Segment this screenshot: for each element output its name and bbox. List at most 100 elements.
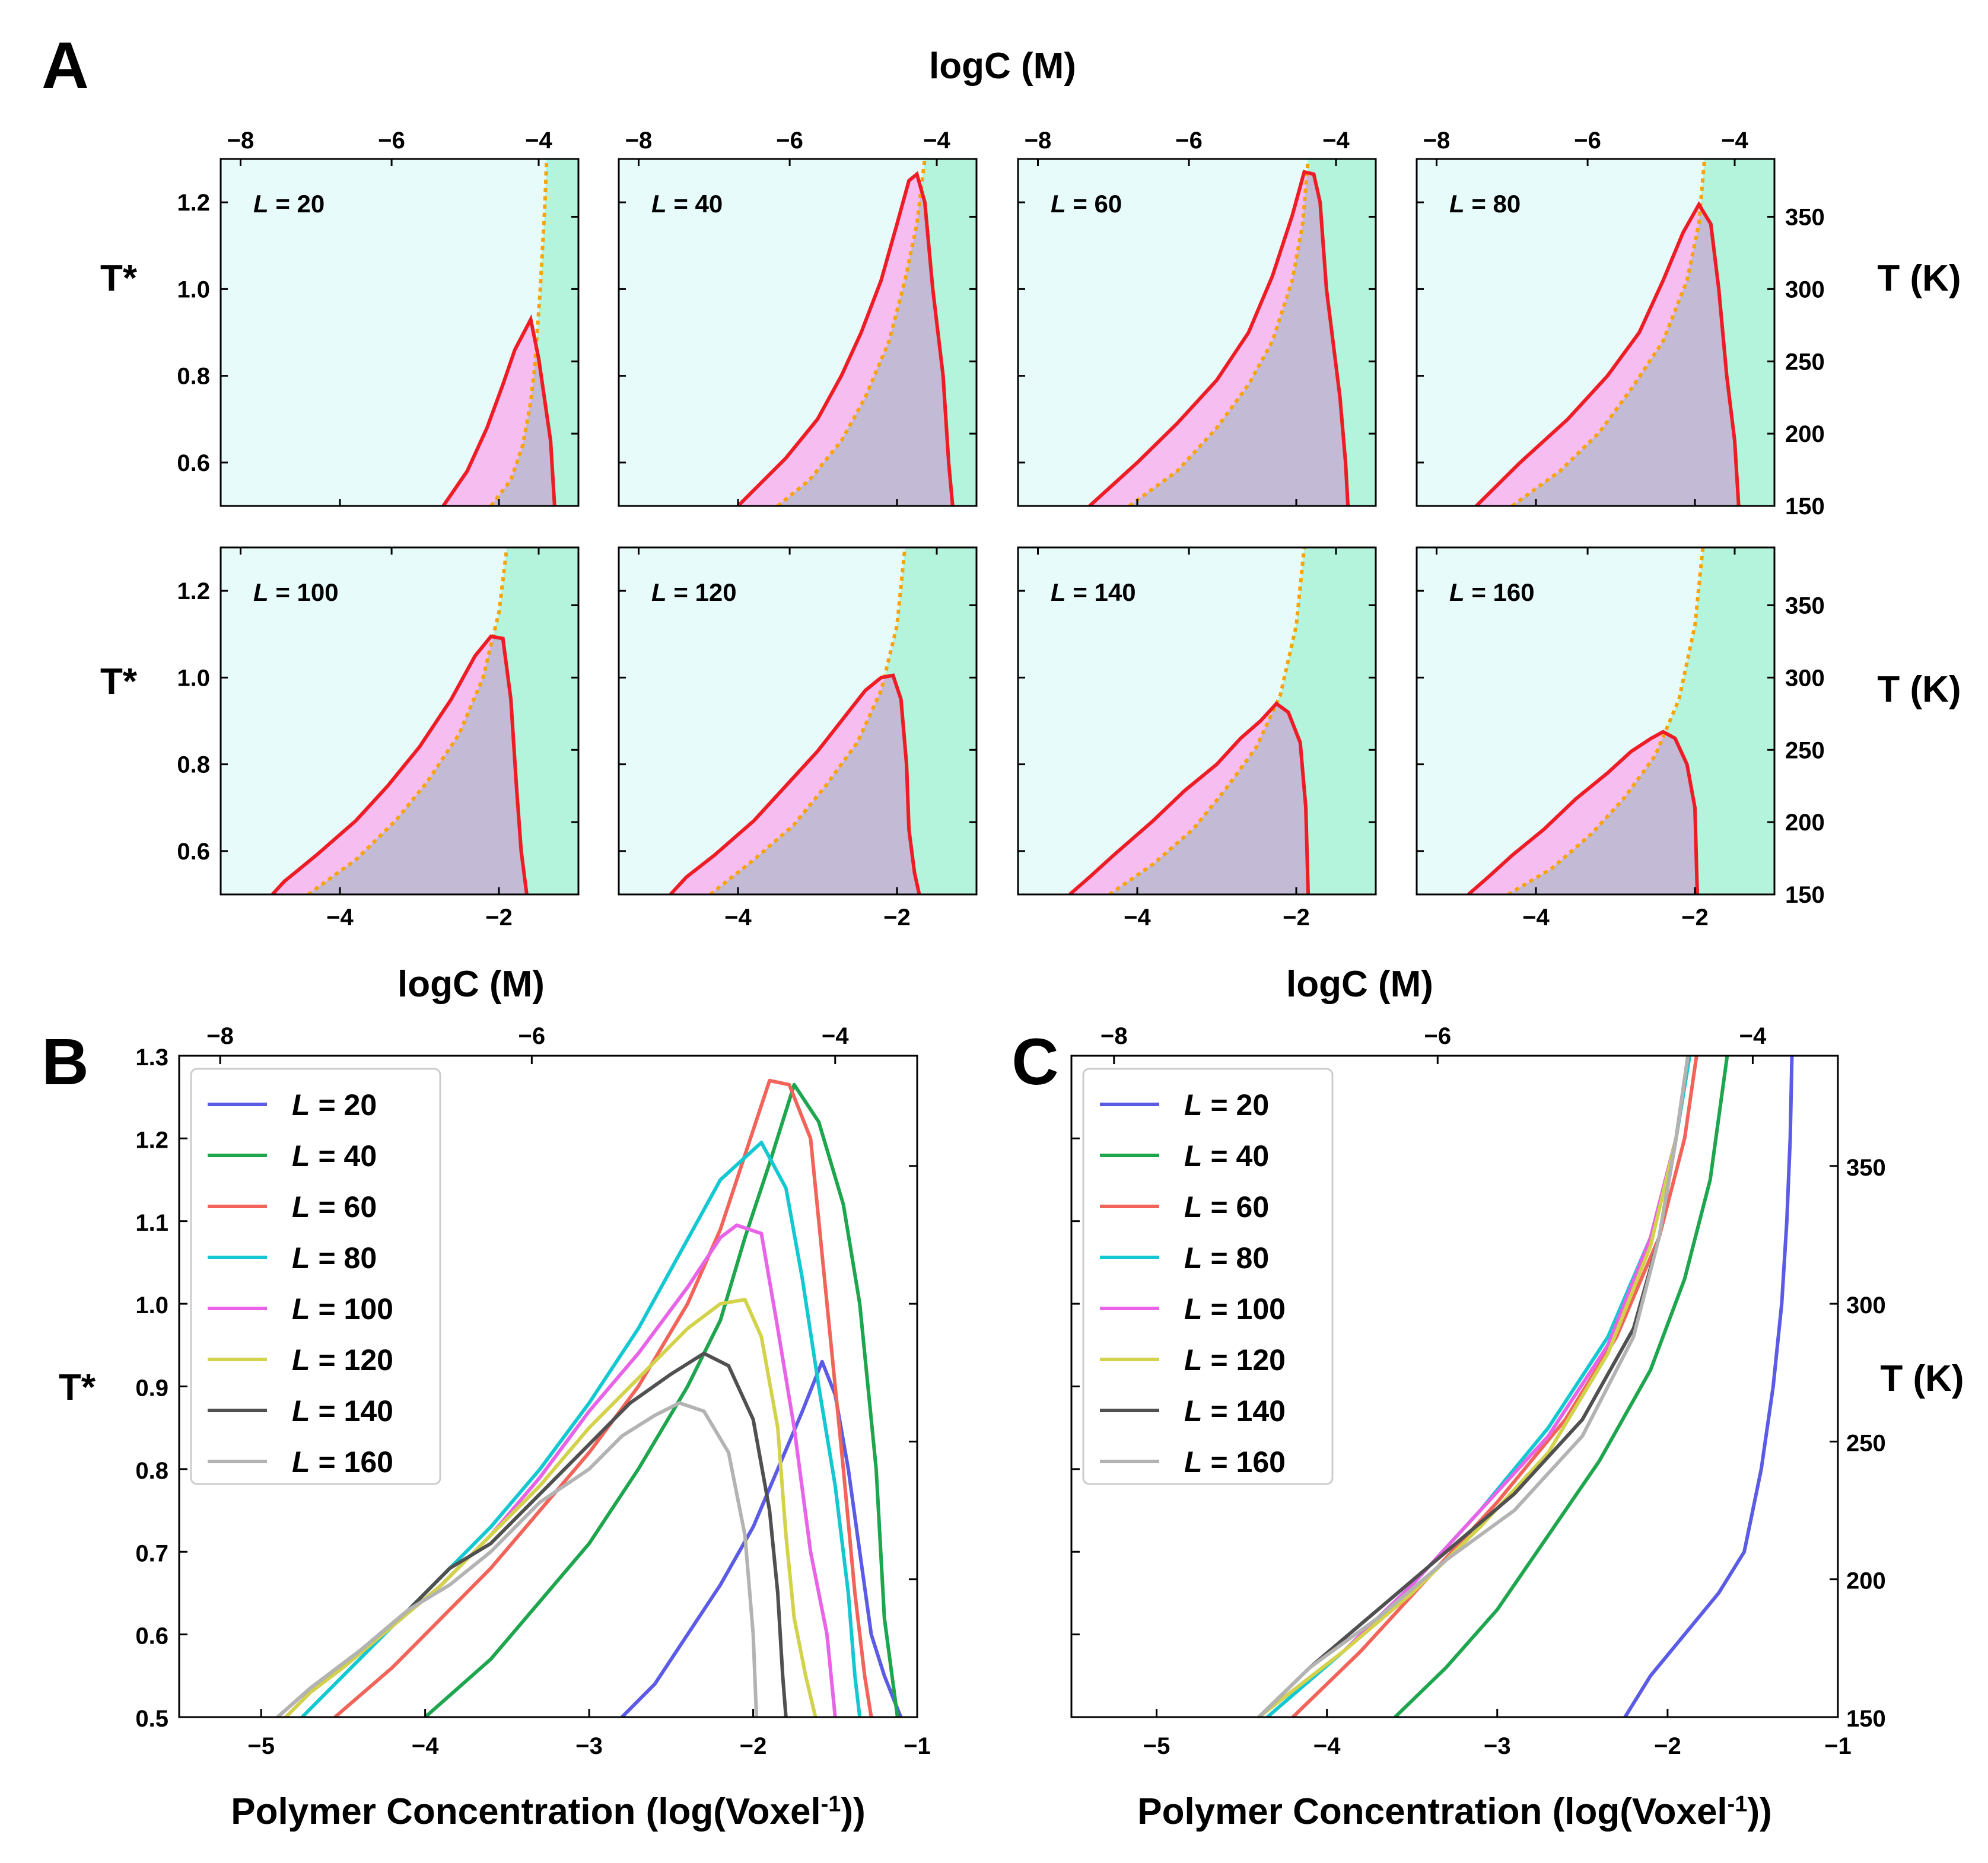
- xtick-label: −2: [740, 1733, 767, 1759]
- legend-entry: L = 120: [1184, 1343, 1286, 1377]
- ytick-label: 1.0: [177, 665, 210, 691]
- series-line-l60: [1292, 1056, 1698, 1717]
- ytick-right-label: 250: [1846, 1430, 1886, 1456]
- ytick-right-label: 150: [1785, 493, 1825, 520]
- panel-c-top-axis-label: logC (M): [1286, 964, 1433, 1005]
- series-line-l40: [1394, 1056, 1729, 1717]
- xtick-bottom-label: −2: [1283, 905, 1310, 931]
- ytick-right-label: 150: [1785, 882, 1825, 908]
- panel-a-subplot-label: L = 120: [651, 578, 737, 606]
- binodal-line: [1088, 170, 1350, 506]
- xtick-top-label: −4: [1322, 128, 1350, 154]
- series-line-l160: [1257, 1056, 1690, 1717]
- xtick-label: −3: [575, 1733, 603, 1759]
- panel-a-plot-area: [619, 547, 976, 894]
- panel-a-ylabel-row1: T*: [100, 258, 138, 299]
- panel-a-plot-area: [221, 159, 578, 506]
- panel-a-subplot-L40: L = 40 −8 −6 −4: [618, 128, 978, 507]
- legend-entry: L = 100: [1184, 1292, 1286, 1326]
- binodal-line: [1475, 200, 1741, 506]
- panel-a-frame: [1416, 546, 1776, 896]
- xtick-top-label: −8: [1423, 128, 1451, 154]
- panel-a-frame: [618, 546, 978, 896]
- series-line-l60: [333, 1078, 873, 1717]
- ytick-right-label: 150: [1846, 1706, 1886, 1732]
- ytick-label: 0.8: [177, 364, 210, 390]
- spinodal-line: [1108, 547, 1306, 894]
- ytick-right-label: 300: [1846, 1292, 1886, 1319]
- series-line-l120: [284, 1298, 818, 1717]
- xtick-bottom-label: −2: [485, 905, 513, 931]
- spinodal-fill: [710, 675, 920, 894]
- xtick-label: −5: [1143, 1733, 1170, 1759]
- panel-a-subplot-L140: L = 140 −4 −2: [1017, 546, 1377, 931]
- panel-a-subplot-label: L = 40: [651, 190, 723, 218]
- xtick-top-label: −4: [822, 1023, 849, 1049]
- ytick-label: 0.5: [135, 1706, 168, 1732]
- panel-a-frame: [1017, 546, 1377, 896]
- dense-region: [710, 547, 976, 894]
- spinodal-fill: [308, 636, 527, 894]
- binodal-line: [1467, 730, 1699, 894]
- legend-entry: L = 40: [1184, 1139, 1269, 1173]
- legend-box: [190, 1068, 441, 1485]
- xtick-label: −1: [1824, 1733, 1852, 1759]
- spinodal-line: [1128, 159, 1311, 506]
- panel-a-plot-area: [1417, 547, 1774, 894]
- binodal-line: [736, 171, 955, 506]
- binodal-line: [441, 314, 556, 506]
- ytick-label: 1.0: [135, 1292, 168, 1319]
- binodal-line: [1068, 701, 1311, 894]
- legend-entry: L = 140: [292, 1394, 393, 1428]
- panel-a-subplot-label: L = 80: [1449, 190, 1521, 218]
- panel-a-plot-area: [221, 547, 578, 894]
- xtick-top-label: −6: [378, 128, 405, 154]
- binodal-line: [271, 634, 529, 894]
- ytick-label: 1.2: [177, 578, 210, 604]
- panel-a-plot-area: [1417, 159, 1774, 506]
- series-line-l20: [621, 1359, 903, 1717]
- xtick-top-label: −6: [1424, 1023, 1451, 1049]
- panel-a-frame: [1416, 158, 1776, 507]
- panel-a-plot-area: [619, 159, 976, 506]
- xtick-bottom-label: −2: [883, 905, 911, 931]
- ytick-label: 1.0: [177, 276, 210, 302]
- panel-a-subplot-label: L = 140: [1051, 578, 1136, 606]
- dense-region: [491, 159, 578, 506]
- ytick-right-label: 250: [1785, 349, 1825, 375]
- xtick-label: −4: [1313, 1733, 1341, 1759]
- ytick-right-label: 300: [1785, 665, 1825, 691]
- spinodal-fill-group: [778, 174, 953, 506]
- xtick-label: −3: [1484, 1733, 1511, 1759]
- spinodal-line: [307, 547, 509, 894]
- legend-entry: L = 20: [1184, 1088, 1269, 1122]
- panel-a-frame: [220, 158, 580, 507]
- panel-a-subplot-label: L = 60: [1051, 190, 1122, 218]
- panel-a-subplot-L160: L = 160 150 200 250 300 350 −4 −2: [1416, 546, 1825, 931]
- panel-b-letter: B: [42, 1026, 88, 1098]
- legend-entry: L = 160: [1184, 1445, 1286, 1479]
- xtick-top-label: −8: [206, 1023, 234, 1049]
- ytick-right-label: 350: [1785, 204, 1825, 230]
- xtick-top-label: −6: [1574, 128, 1601, 154]
- ytick-right-label: 200: [1846, 1568, 1886, 1594]
- xtick-top-label: −4: [525, 128, 552, 154]
- legend-entry: L = 20: [292, 1088, 377, 1122]
- ytick-label: 1.1: [135, 1210, 168, 1236]
- xtick-bottom-label: −2: [1681, 905, 1709, 931]
- ytick-label: 0.8: [135, 1458, 168, 1484]
- panel-a-frame: [1017, 158, 1377, 507]
- xtick-label: −4: [412, 1733, 439, 1759]
- xtick-top-label: −6: [519, 1023, 546, 1049]
- xtick-top-label: −6: [776, 128, 803, 154]
- xtick-label: −5: [247, 1733, 275, 1759]
- spinodal-fill-group: [1512, 204, 1739, 506]
- legend-entry: L = 80: [1184, 1241, 1269, 1275]
- panel-b-top-axis-label: logC (M): [397, 964, 545, 1005]
- spinodal-fill: [1512, 204, 1739, 506]
- xtick-bottom-label: −4: [1522, 905, 1550, 931]
- ytick-label: 0.6: [177, 839, 210, 865]
- panel-a-subplot-label: L = 20: [253, 190, 325, 218]
